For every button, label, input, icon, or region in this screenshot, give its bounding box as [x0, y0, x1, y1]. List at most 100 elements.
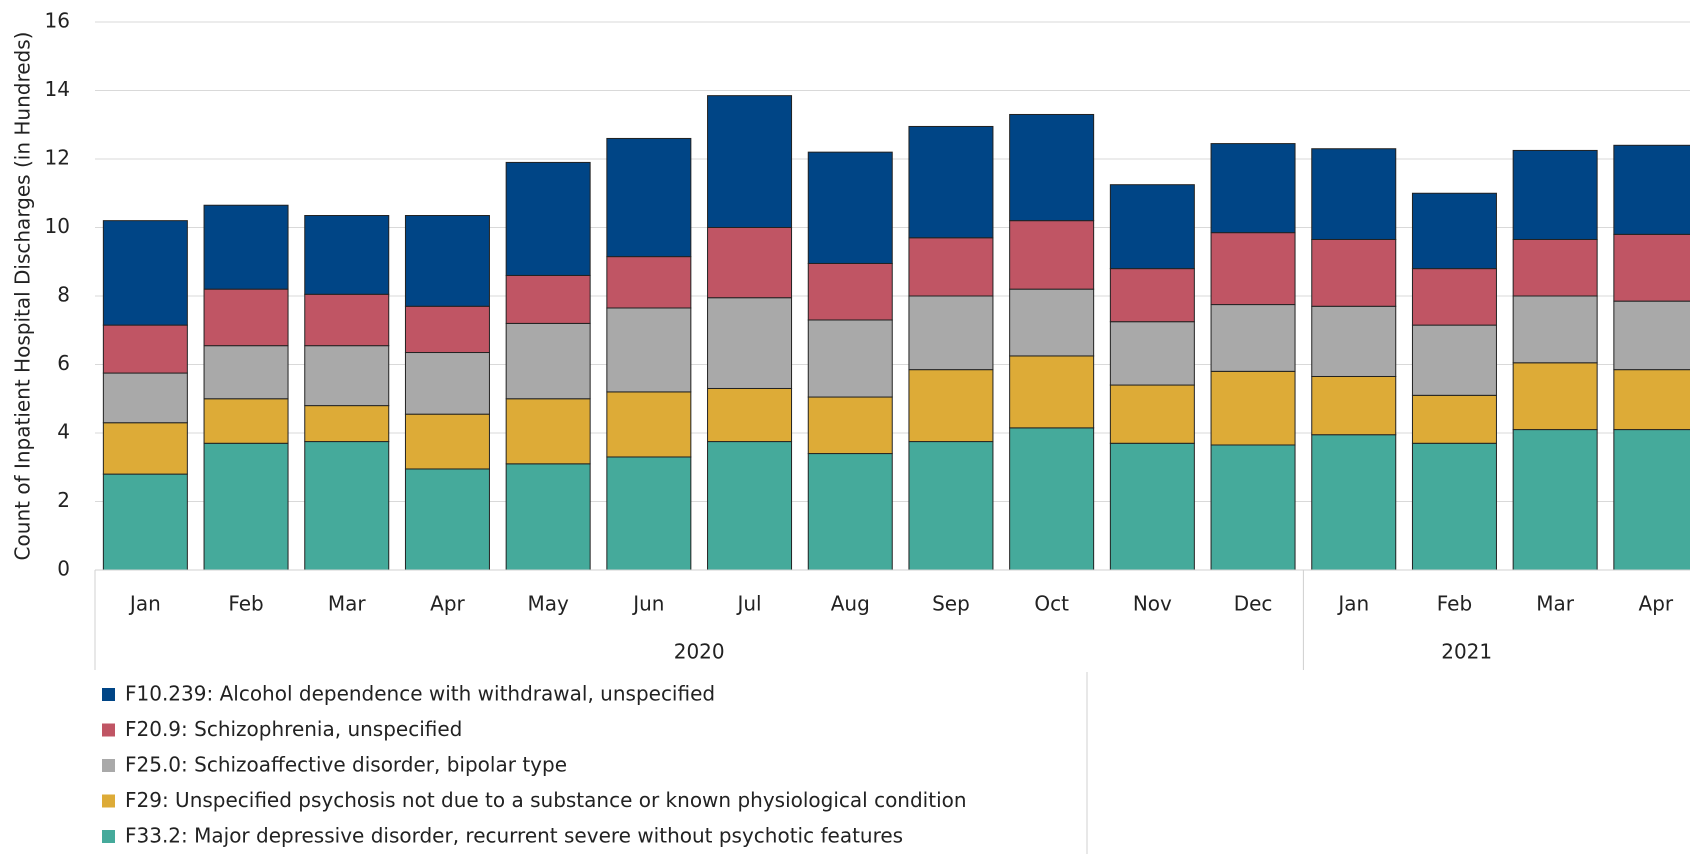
bar-segment — [304, 441, 390, 571]
bar-segment — [1311, 148, 1397, 240]
bar-segment — [1109, 321, 1195, 386]
legend-label: F33.2: Major depressive disorder, recurr… — [125, 824, 903, 848]
bar-segment — [404, 305, 490, 354]
bar-segment — [1311, 305, 1397, 377]
bar-segment — [505, 322, 591, 400]
bar-segment — [1512, 238, 1598, 297]
bar-segment — [1613, 144, 1690, 235]
bar-segment — [1009, 220, 1095, 290]
legend-label: F20.9: Schizophrenia, unspecified — [125, 717, 462, 741]
bar-segment — [102, 372, 188, 424]
bar-segment — [1210, 143, 1296, 234]
x-tick-label: Apr — [430, 592, 465, 616]
bar-segment — [908, 295, 994, 371]
bar-segment — [606, 456, 692, 571]
y-tick-label: 6 — [57, 351, 70, 375]
x-tick-label: Mar — [1536, 592, 1575, 616]
y-tick-label: 0 — [57, 557, 70, 581]
legend-swatch — [102, 794, 115, 808]
bar-segment — [707, 297, 793, 389]
bar-segment — [807, 151, 893, 264]
bar-segment — [505, 398, 591, 465]
x-tick-label: Feb — [228, 592, 263, 616]
bar-segment — [203, 442, 289, 571]
year-label: 2021 — [1441, 640, 1492, 664]
legend-swatch — [102, 688, 115, 701]
bar-segment — [1009, 427, 1095, 571]
bar-segment — [505, 274, 591, 324]
bar-segment — [707, 387, 793, 443]
bar-segment — [404, 215, 490, 307]
bar-segment — [908, 237, 994, 297]
y-axis-title: Count of Inpatient Hospital Discharges (… — [11, 32, 35, 561]
bar-segment — [404, 413, 490, 470]
bar-segment — [807, 262, 893, 321]
bar-segment — [807, 319, 893, 398]
bar-segment — [1311, 434, 1397, 571]
bar-segment — [606, 256, 692, 309]
bar-segment — [102, 324, 188, 374]
bar-segment — [1613, 233, 1690, 302]
bar-segment — [505, 463, 591, 571]
y-tick-label: 10 — [45, 214, 70, 238]
year-label: 2020 — [674, 640, 725, 664]
x-tick-label: Nov — [1133, 592, 1172, 616]
bar-segment — [404, 352, 490, 415]
bar-segment — [908, 125, 994, 239]
bar-segment — [1009, 113, 1095, 222]
bar-segment — [606, 307, 692, 393]
y-tick-label: 2 — [57, 488, 70, 512]
x-tick-label: Aug — [831, 592, 870, 616]
bar-segment — [304, 215, 390, 295]
bar-segment — [203, 288, 289, 347]
bar-segment — [1512, 429, 1598, 571]
bar-segment — [304, 345, 390, 407]
bar-segment — [1109, 442, 1195, 571]
bar-segment — [807, 453, 893, 571]
legend-label: F25.0: Schizoaffective disorder, bipolar… — [125, 753, 567, 777]
bar-segment — [1311, 375, 1397, 436]
y-tick-label: 8 — [57, 283, 70, 307]
bar-segment — [1009, 355, 1095, 429]
x-tick-label: Sep — [932, 592, 970, 616]
legend-swatch — [102, 759, 115, 772]
bar-segment — [908, 441, 994, 571]
bar-segment — [1109, 268, 1195, 323]
bar-segment — [606, 391, 692, 458]
legend-label: F29: Unspecified psychosis not due to a … — [125, 788, 967, 812]
bar-segment — [304, 293, 390, 347]
bar-segment — [1210, 304, 1296, 372]
bar-segment — [1411, 192, 1497, 270]
bar-segment — [707, 95, 793, 228]
bar-segment — [1613, 429, 1690, 571]
bar-segment — [304, 405, 390, 443]
bar-segment — [505, 161, 591, 276]
bar-segment — [203, 345, 289, 400]
bar-segment — [1613, 369, 1690, 431]
bar-segment — [203, 204, 289, 290]
bar-segment — [1311, 238, 1397, 307]
legend-swatch — [102, 830, 115, 843]
x-tick-label: Mar — [328, 592, 367, 616]
bar-segment — [707, 227, 793, 299]
x-tick-label: Feb — [1437, 592, 1472, 616]
bar-segment — [1512, 362, 1598, 431]
x-tick-label: Jun — [631, 592, 664, 616]
bar-segment — [102, 473, 188, 571]
bar-segment — [1109, 184, 1195, 270]
x-tick-label: Apr — [1639, 592, 1674, 616]
bar-segment — [102, 220, 188, 326]
y-tick-label: 4 — [57, 420, 70, 444]
bar-segment — [807, 396, 893, 455]
bar-segment — [1411, 394, 1497, 444]
bar-segment — [102, 422, 188, 475]
x-tick-label: Dec — [1234, 592, 1273, 616]
bar-segment — [1210, 370, 1296, 446]
y-tick-label: 14 — [45, 77, 70, 101]
bar-segment — [1109, 384, 1195, 444]
bar-segment — [404, 468, 490, 571]
bar-segment — [1210, 444, 1296, 571]
bar-segment — [1411, 442, 1497, 571]
x-tick-label: Jan — [128, 592, 161, 616]
bar-segment — [908, 369, 994, 443]
